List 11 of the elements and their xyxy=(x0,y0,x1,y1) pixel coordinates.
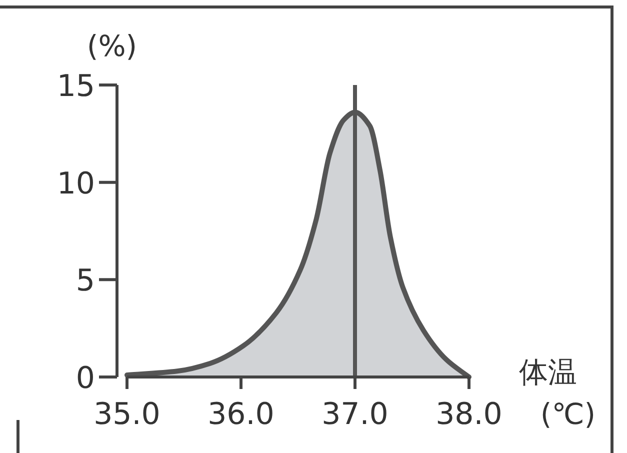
x-tick-label: 37.0 xyxy=(322,397,388,432)
x-tick-label: 36.0 xyxy=(208,397,274,432)
x-tick-label: 35.0 xyxy=(94,397,160,432)
y-tick-label: 10 xyxy=(56,166,95,202)
y-tick-label: 15 xyxy=(56,69,95,104)
text: (℃) xyxy=(540,397,596,431)
x-axis-title: 体温 xyxy=(519,355,577,389)
y-tick-label: 5 xyxy=(76,264,95,299)
x-tick-label: 38.0 xyxy=(436,397,502,432)
y-tick-label: 0 xyxy=(76,361,95,396)
y-axis-title: (%) xyxy=(86,29,138,63)
